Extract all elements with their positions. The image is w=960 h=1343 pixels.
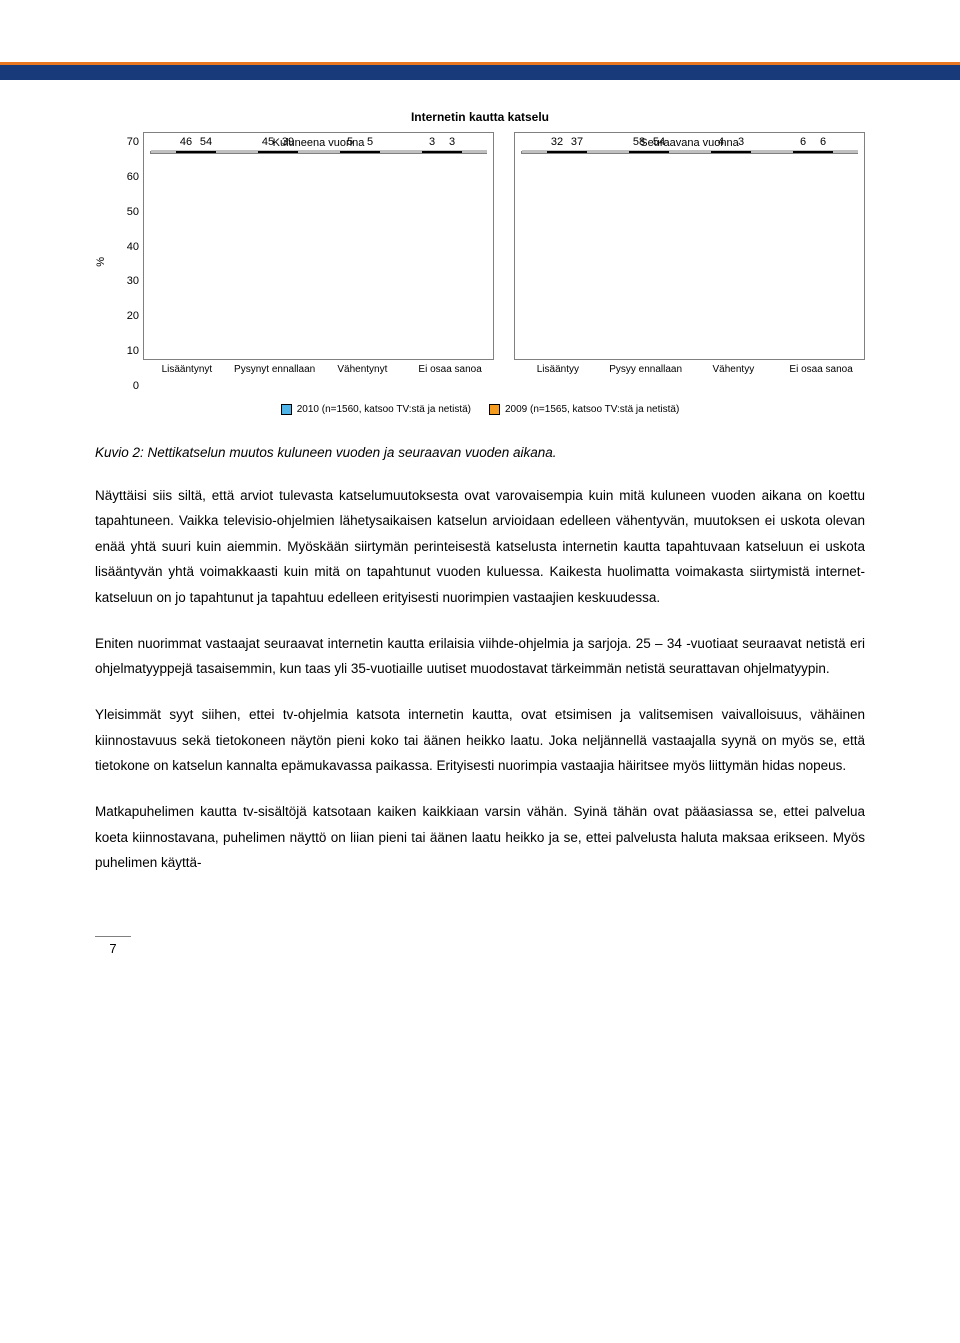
bar: 3 bbox=[422, 151, 442, 153]
bar-value-label: 39 bbox=[282, 136, 294, 148]
x-category-label: Ei osaa sanoa bbox=[406, 364, 494, 392]
bar-value-label: 5 bbox=[367, 136, 373, 148]
x-category-label: Vähentyy bbox=[690, 364, 778, 392]
bar-value-label: 5 bbox=[347, 136, 353, 148]
header-band bbox=[0, 62, 960, 80]
bar: 54 bbox=[649, 151, 669, 153]
chart-title: Internetin kautta katselu bbox=[95, 110, 865, 124]
bar: 46 bbox=[176, 151, 196, 153]
x-category-label: Pysyy ennallaan bbox=[602, 364, 690, 392]
bar: 45 bbox=[258, 151, 278, 153]
bar-group: 66 bbox=[793, 151, 833, 153]
bar: 4 bbox=[711, 151, 731, 153]
y-tick: 40 bbox=[127, 241, 139, 253]
bar-value-label: 37 bbox=[571, 136, 583, 148]
bar-value-label: 3 bbox=[429, 136, 435, 148]
bar-value-label: 46 bbox=[180, 136, 192, 148]
chart-panel-left: Kuluneena vuonna 465445395533 bbox=[143, 132, 494, 360]
y-axis-ticks: 70 60 50 40 30 20 10 0 bbox=[111, 132, 143, 392]
chart-container: Internetin kautta katselu % 706050403020… bbox=[95, 110, 865, 415]
bar: 32 bbox=[547, 151, 567, 153]
x-category-label: Pysynyt ennallaan bbox=[231, 364, 319, 392]
bar: 5 bbox=[360, 151, 380, 153]
legend-swatch bbox=[281, 404, 292, 415]
y-tick: 0 bbox=[133, 380, 139, 392]
bar-value-label: 4 bbox=[718, 136, 724, 148]
bar-group: 4654 bbox=[176, 151, 216, 153]
x-category-label: Lisääntynyt bbox=[143, 364, 231, 392]
bar: 6 bbox=[793, 151, 813, 153]
y-tick: 70 bbox=[127, 136, 139, 148]
y-tick: 60 bbox=[127, 171, 139, 183]
bar: 5 bbox=[340, 151, 360, 153]
bar: 58 bbox=[629, 151, 649, 153]
x-category-label: Lisääntyy bbox=[514, 364, 602, 392]
legend-item: 2010 (n=1560, katsoo TV:stä ja netistä) bbox=[281, 404, 471, 415]
bar-value-label: 6 bbox=[820, 136, 826, 148]
bar: 3 bbox=[442, 151, 462, 153]
bar: 37 bbox=[567, 151, 587, 153]
bar-value-label: 54 bbox=[200, 136, 212, 148]
body-paragraphs: Näyttäisi siis siltä, että arviot tuleva… bbox=[95, 483, 865, 876]
figure-caption: Kuvio 2: Nettikatselun muutos kuluneen v… bbox=[95, 443, 865, 463]
page-number: 7 bbox=[95, 936, 131, 956]
y-tick: 50 bbox=[127, 206, 139, 218]
bar-value-label: 3 bbox=[738, 136, 744, 148]
y-tick: 30 bbox=[127, 275, 139, 287]
legend-label: 2010 (n=1560, katsoo TV:stä ja netistä) bbox=[297, 404, 471, 415]
bar-group: 3237 bbox=[547, 151, 587, 153]
bar-group: 33 bbox=[422, 151, 462, 153]
bar-group: 55 bbox=[340, 151, 380, 153]
bar-value-label: 3 bbox=[449, 136, 455, 148]
y-tick: 10 bbox=[127, 345, 139, 357]
x-category-label: Ei osaa sanoa bbox=[777, 364, 865, 392]
bar-group: 5854 bbox=[629, 151, 669, 153]
legend-swatch bbox=[489, 404, 500, 415]
bar-value-label: 54 bbox=[653, 136, 665, 148]
chart-legend: 2010 (n=1560, katsoo TV:stä ja netistä) 2… bbox=[95, 404, 865, 415]
plot-left: 4654 4539 55 33 bbox=[150, 151, 487, 154]
x-category-label: Vähentynyt bbox=[319, 364, 407, 392]
bar-value-label: 6 bbox=[800, 136, 806, 148]
bar: 54 bbox=[196, 151, 216, 153]
body-paragraph: Näyttäisi siis siltä, että arviot tuleva… bbox=[95, 483, 865, 611]
plot-right: 3237 5854 43 66 bbox=[521, 151, 858, 154]
bar: 6 bbox=[813, 151, 833, 153]
bar-value-label: 58 bbox=[633, 136, 645, 148]
legend-item: 2009 (n=1565, katsoo TV:stä ja netistä) bbox=[489, 404, 679, 415]
bar: 39 bbox=[278, 151, 298, 153]
body-paragraph: Eniten nuorimmat vastaajat seuraavat int… bbox=[95, 631, 865, 682]
legend-label: 2009 (n=1565, katsoo TV:stä ja netistä) bbox=[505, 404, 679, 415]
bar-group: 4539 bbox=[258, 151, 298, 153]
y-tick: 20 bbox=[127, 310, 139, 322]
x-labels-right: LisääntyyPysyy ennallaanVähentyyEi osaa … bbox=[514, 364, 865, 392]
bar: 3 bbox=[731, 151, 751, 153]
bar-value-label: 32 bbox=[551, 136, 563, 148]
bar-group: 43 bbox=[711, 151, 751, 153]
body-paragraph: Yleisimmät syyt siihen, ettei tv-ohjelmi… bbox=[95, 702, 865, 779]
chart-panel-right: Seuraavana vuonna 323758544366 bbox=[514, 132, 865, 360]
y-axis-label: % bbox=[95, 257, 107, 267]
bar-value-label: 45 bbox=[262, 136, 274, 148]
body-paragraph: Matkapuhelimen kautta tv-sisältöjä katso… bbox=[95, 799, 865, 876]
x-labels-left: LisääntynytPysynyt ennallaanVähentynytEi… bbox=[143, 364, 494, 392]
